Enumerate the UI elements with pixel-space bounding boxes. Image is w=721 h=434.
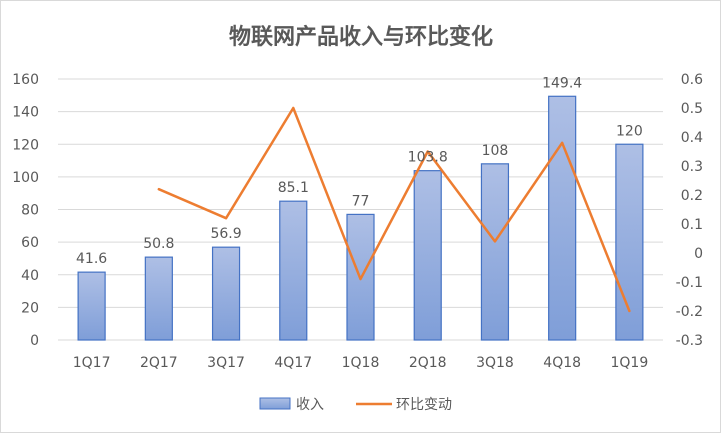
bar-value-label: 108 [482,143,509,159]
bar [615,143,644,341]
x-tick-label: 2Q18 [409,355,447,371]
legend-swatch-revenue [259,397,291,410]
bar-value-label: 41.6 [76,251,107,267]
right-tick-label: 0.1 [681,217,703,233]
bar-value-label: 120 [616,123,643,139]
left-tick-label: 160 [12,72,39,88]
bar [480,163,510,341]
bar [548,95,577,341]
bar [346,213,375,341]
bar-value-label: 85.1 [278,180,309,196]
right-axis-ticks: -0.3 -0.2 -0.1 0 0.1 0.2 0.3 0.4 0.5 0.6 [676,72,703,349]
bar [211,246,241,341]
x-tick-label: 4Q17 [274,355,312,371]
right-tick-label: -0.2 [676,304,703,320]
right-tick-label: 0 [694,246,703,262]
bar-value-label: 50.8 [143,236,174,252]
line-series [157,106,631,313]
x-tick-label: 3Q17 [207,355,245,371]
left-tick-label: 140 [12,105,39,121]
left-tick-label: 60 [21,235,39,251]
x-tick-label: 1Q17 [73,355,111,371]
right-tick-label: 0.6 [681,72,703,88]
right-tick-label: 0.5 [681,101,703,117]
legend-label-revenue: 收入 [296,397,324,413]
right-tick-label: -0.1 [676,275,703,291]
right-tick-label: -0.3 [676,333,703,349]
left-tick-label: 0 [30,333,39,349]
x-tick-label: 3Q18 [476,355,514,371]
bar [77,271,106,341]
x-tick-label: 4Q18 [543,355,581,371]
x-tick-label: 2Q17 [140,355,178,371]
x-tick-label: 1Q18 [342,355,380,371]
legend: 收入 环比变动 [259,397,452,413]
bar-value-label: 149.4 [542,75,582,91]
legend-label-qoq: 环比变动 [396,397,452,413]
bar-data-labels: 41.6 50.8 56.9 85.1 77 103.8 108 149.4 120 [76,75,643,267]
chart-title: 物联网产品收入与环比变化 [229,24,493,50]
left-axis-ticks: 0 20 40 60 80 100 120 140 160 [12,72,39,349]
qoq-line [157,106,631,313]
right-tick-label: 0.4 [681,130,703,146]
bar [144,256,173,341]
bar [413,170,442,341]
bar-value-label: 103.8 [408,150,448,166]
bar-series [77,95,644,341]
left-tick-label: 20 [21,300,39,316]
right-tick-label: 0.3 [681,159,703,175]
right-tick-label: 0.2 [681,188,703,204]
bar-value-label: 56.9 [210,226,241,242]
left-tick-label: 80 [21,203,39,219]
left-tick-label: 40 [21,268,39,284]
left-tick-label: 100 [12,170,39,186]
left-tick-label: 120 [12,137,39,153]
bar [279,200,308,341]
x-axis-ticks: 1Q17 2Q17 3Q17 4Q17 1Q18 2Q18 3Q18 4Q18 1Q19 [73,355,649,371]
x-tick-label: 1Q19 [611,355,649,371]
bar-value-label: 77 [352,193,370,209]
